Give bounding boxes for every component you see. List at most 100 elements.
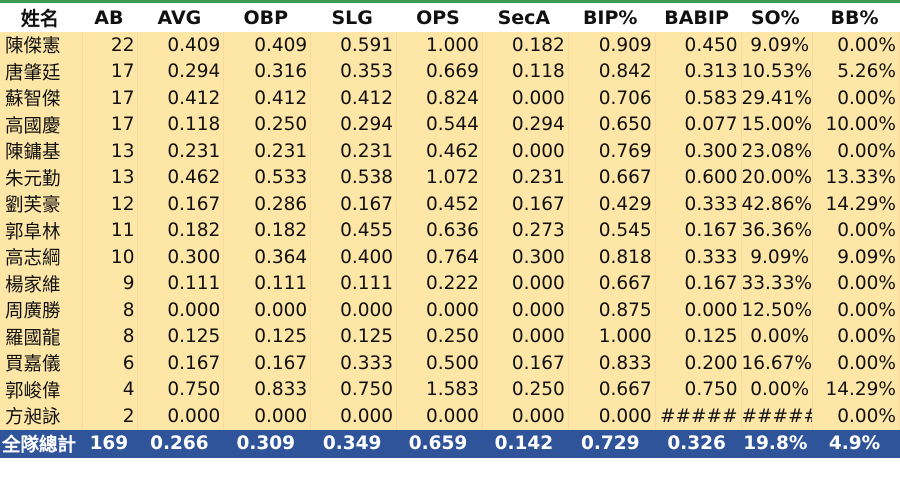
stat-cell[interactable]: 0.125 [137, 323, 225, 350]
stat-cell[interactable]: 0.167 [482, 350, 569, 377]
stat-cell[interactable]: 0.182 [482, 32, 569, 59]
stat-cell[interactable]: 17 [82, 58, 139, 85]
stat-cell[interactable]: 0.000 [482, 85, 569, 112]
stat-cell[interactable]: 0.353 [310, 58, 398, 85]
stat-cell[interactable]: 6 [82, 350, 139, 377]
stat-cell[interactable]: 0.167 [310, 191, 398, 218]
stat-cell[interactable]: 0.300 [655, 138, 742, 165]
total-cell[interactable]: 0.326 [655, 429, 742, 461]
stat-cell[interactable]: 33.33% [741, 270, 814, 297]
stat-cell[interactable]: 0.111 [137, 270, 225, 297]
stat-cell[interactable]: 12.50% [741, 297, 814, 324]
stat-cell[interactable]: 0.182 [137, 217, 225, 244]
stat-cell[interactable]: 1.583 [396, 376, 483, 403]
stat-cell[interactable]: 0.455 [310, 217, 398, 244]
stat-cell[interactable]: 0.300 [482, 244, 569, 271]
stat-cell[interactable]: 0.333 [655, 191, 742, 218]
stat-cell[interactable]: 0.00% [812, 217, 900, 244]
stat-cell[interactable]: 0.00% [812, 350, 900, 377]
stat-cell[interactable]: 0.000 [482, 403, 569, 430]
stat-cell[interactable]: 0.429 [568, 191, 656, 218]
stat-cell[interactable]: 15.00% [741, 111, 814, 138]
stat-cell[interactable]: 0.182 [223, 217, 312, 244]
stat-cell[interactable]: 5.26% [812, 58, 900, 85]
stat-cell[interactable]: 0.833 [568, 350, 656, 377]
column-header[interactable]: BB% [812, 3, 900, 32]
stat-cell[interactable]: 0.00% [812, 403, 900, 430]
total-cell[interactable]: 0.266 [137, 429, 224, 461]
stat-cell[interactable]: 0.636 [396, 217, 483, 244]
stat-cell[interactable]: 0.667 [568, 164, 656, 191]
stat-cell[interactable]: 0.125 [310, 323, 398, 350]
stat-cell[interactable]: 36.36% [741, 217, 814, 244]
stat-cell[interactable]: 0.000 [482, 297, 569, 324]
stat-cell[interactable]: 17 [82, 85, 139, 112]
stat-cell[interactable]: 0.167 [655, 270, 742, 297]
stat-cell[interactable]: 0.333 [655, 244, 742, 271]
column-header[interactable]: AVG [137, 3, 224, 32]
stat-cell[interactable]: 17 [82, 111, 139, 138]
player-name-cell[interactable]: 劉芙豪 [0, 191, 84, 218]
stat-cell[interactable]: 13 [82, 138, 139, 165]
stat-cell[interactable]: 0.667 [568, 376, 656, 403]
stat-cell[interactable]: 0.00% [741, 376, 814, 403]
stat-cell[interactable]: 0.000 [568, 403, 656, 430]
stat-cell[interactable]: 0.409 [137, 32, 225, 59]
stat-cell[interactable]: 0.286 [223, 191, 312, 218]
stat-cell[interactable]: 0.313 [655, 58, 742, 85]
stat-cell[interactable]: 0.600 [655, 164, 742, 191]
stat-cell[interactable]: 13.33% [812, 164, 900, 191]
stat-cell[interactable]: 0.409 [223, 32, 312, 59]
player-name-cell[interactable]: 陳傑憲 [0, 32, 84, 59]
stat-cell[interactable]: 0.764 [396, 244, 483, 271]
stat-cell[interactable]: 10.00% [812, 111, 900, 138]
player-name-cell[interactable]: 郭峻偉 [0, 376, 84, 403]
column-header[interactable]: BIP% [568, 3, 656, 32]
stat-cell[interactable]: 9.09% [812, 244, 900, 271]
stat-cell[interactable]: ##### [655, 403, 742, 430]
stat-cell[interactable]: 0.450 [655, 32, 742, 59]
stat-cell[interactable]: 0.000 [396, 403, 483, 430]
stat-cell[interactable]: 0.412 [223, 85, 312, 112]
stat-cell[interactable]: 0.200 [655, 350, 742, 377]
stat-cell[interactable]: 0.824 [396, 85, 483, 112]
total-cell[interactable]: 169 [82, 429, 138, 461]
stat-cell[interactable]: 0.667 [568, 270, 656, 297]
stat-cell[interactable]: 0.00% [812, 138, 900, 165]
stat-cell[interactable]: 0.750 [655, 376, 742, 403]
stat-cell[interactable]: 0.125 [223, 323, 312, 350]
stat-cell[interactable]: 0.167 [482, 191, 569, 218]
stat-cell[interactable]: 0.750 [137, 376, 225, 403]
column-header[interactable]: SO% [741, 3, 813, 32]
stat-cell[interactable]: 8 [82, 323, 139, 350]
stat-cell[interactable]: 0.222 [396, 270, 483, 297]
stat-cell[interactable]: 1.000 [396, 32, 483, 59]
stat-cell[interactable]: 0.000 [655, 297, 742, 324]
stat-cell[interactable]: 1.000 [568, 323, 656, 350]
stat-cell[interactable]: 0.706 [568, 85, 656, 112]
stat-cell[interactable]: 0.544 [396, 111, 483, 138]
player-name-cell[interactable]: 周廣勝 [0, 297, 84, 324]
stat-cell[interactable]: 0.250 [482, 376, 569, 403]
stat-cell[interactable]: 0.750 [310, 376, 398, 403]
column-header[interactable]: OPS [396, 3, 483, 32]
stat-cell[interactable]: 0.00% [812, 323, 900, 350]
stat-cell[interactable]: 20.00% [741, 164, 814, 191]
stat-cell[interactable]: 8 [82, 297, 139, 324]
stat-cell[interactable]: 0.300 [137, 244, 225, 271]
stat-cell[interactable]: 0.250 [396, 323, 483, 350]
column-header[interactable]: AB [82, 3, 138, 32]
player-name-cell[interactable]: 高志綱 [0, 244, 84, 271]
stat-cell[interactable]: 29.41% [741, 85, 814, 112]
column-header[interactable]: OBP [223, 3, 311, 32]
player-name-cell[interactable]: 陳鏞基 [0, 138, 84, 165]
player-name-cell[interactable]: 朱元勤 [0, 164, 84, 191]
stat-cell[interactable]: 0.412 [310, 85, 398, 112]
stat-cell[interactable]: 0.452 [396, 191, 483, 218]
stat-cell[interactable]: 0.462 [137, 164, 225, 191]
stat-cell[interactable]: 1.072 [396, 164, 483, 191]
stat-cell[interactable]: 0.669 [396, 58, 483, 85]
stat-cell[interactable]: 10.53% [741, 58, 814, 85]
stat-cell[interactable]: 9 [82, 270, 139, 297]
player-name-cell[interactable]: 郭阜林 [0, 217, 84, 244]
